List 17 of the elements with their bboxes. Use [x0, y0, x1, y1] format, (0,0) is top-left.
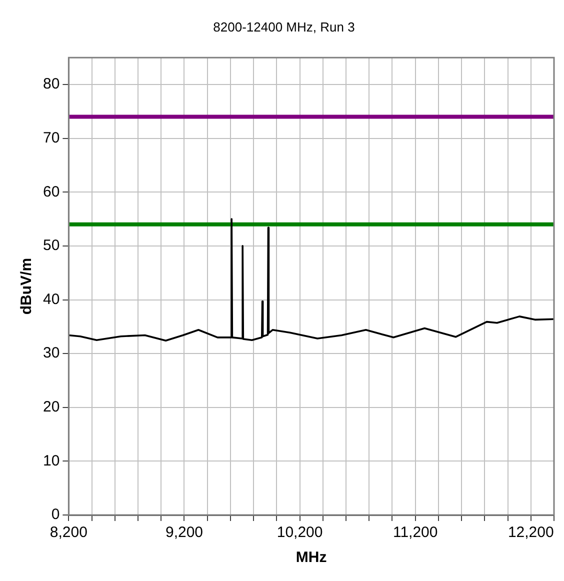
x-axis-title: MHz — [296, 549, 327, 566]
y-tick-label: 30 — [42, 344, 60, 362]
x-tick-label: 10,200 — [276, 524, 323, 542]
x-tick-label: 8,200 — [50, 524, 88, 542]
y-tick-label: 70 — [42, 129, 60, 146]
y-axis-title: dBuV/m — [18, 258, 36, 315]
y-tick-label: 50 — [42, 237, 60, 254]
y-tick-label: 40 — [42, 290, 60, 308]
y-tick-label: 60 — [42, 183, 60, 200]
x-tick-label: 11,200 — [392, 524, 438, 542]
x-tick-label: 9,200 — [165, 524, 204, 542]
x-tick-label: 12,200 — [508, 524, 554, 542]
chart-title: 8200-12400 MHz, Run 3 — [213, 19, 355, 34]
y-tick-label: 0 — [51, 506, 60, 524]
y-tick-label: 80 — [42, 76, 60, 93]
y-tick-label: 10 — [42, 452, 60, 470]
y-tick-label: 20 — [42, 398, 60, 416]
